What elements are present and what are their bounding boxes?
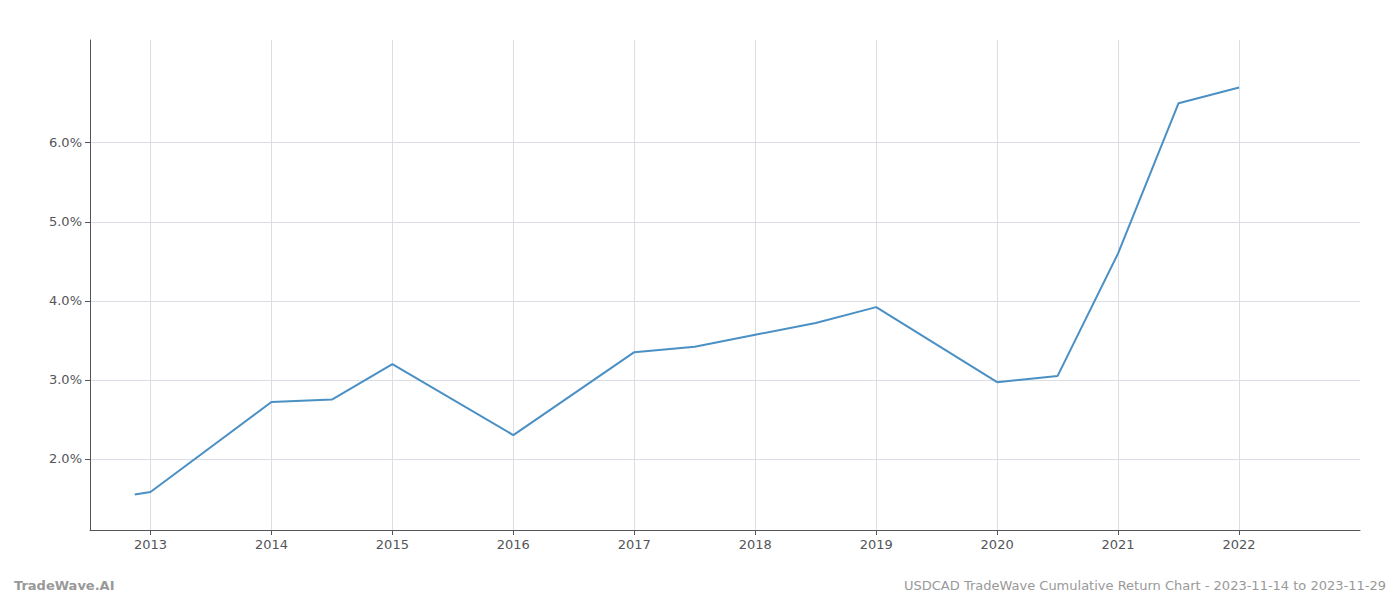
svg-text:4.0%: 4.0% xyxy=(49,293,82,308)
svg-text:5.0%: 5.0% xyxy=(49,214,82,229)
svg-text:2019: 2019 xyxy=(860,537,893,552)
svg-text:2021: 2021 xyxy=(1102,537,1135,552)
svg-text:6.0%: 6.0% xyxy=(49,135,82,150)
svg-text:2015: 2015 xyxy=(376,537,409,552)
svg-text:3.0%: 3.0% xyxy=(49,372,82,387)
svg-text:USDCAD TradeWave Cumulative Re: USDCAD TradeWave Cumulative Return Chart… xyxy=(904,578,1386,593)
svg-text:2.0%: 2.0% xyxy=(49,451,82,466)
svg-text:2014: 2014 xyxy=(255,537,288,552)
svg-text:TradeWave.AI: TradeWave.AI xyxy=(14,578,115,593)
svg-text:2017: 2017 xyxy=(618,537,651,552)
svg-text:2018: 2018 xyxy=(739,537,772,552)
svg-text:2013: 2013 xyxy=(134,537,167,552)
svg-text:2022: 2022 xyxy=(1223,537,1256,552)
svg-text:2016: 2016 xyxy=(497,537,530,552)
svg-text:2020: 2020 xyxy=(981,537,1014,552)
